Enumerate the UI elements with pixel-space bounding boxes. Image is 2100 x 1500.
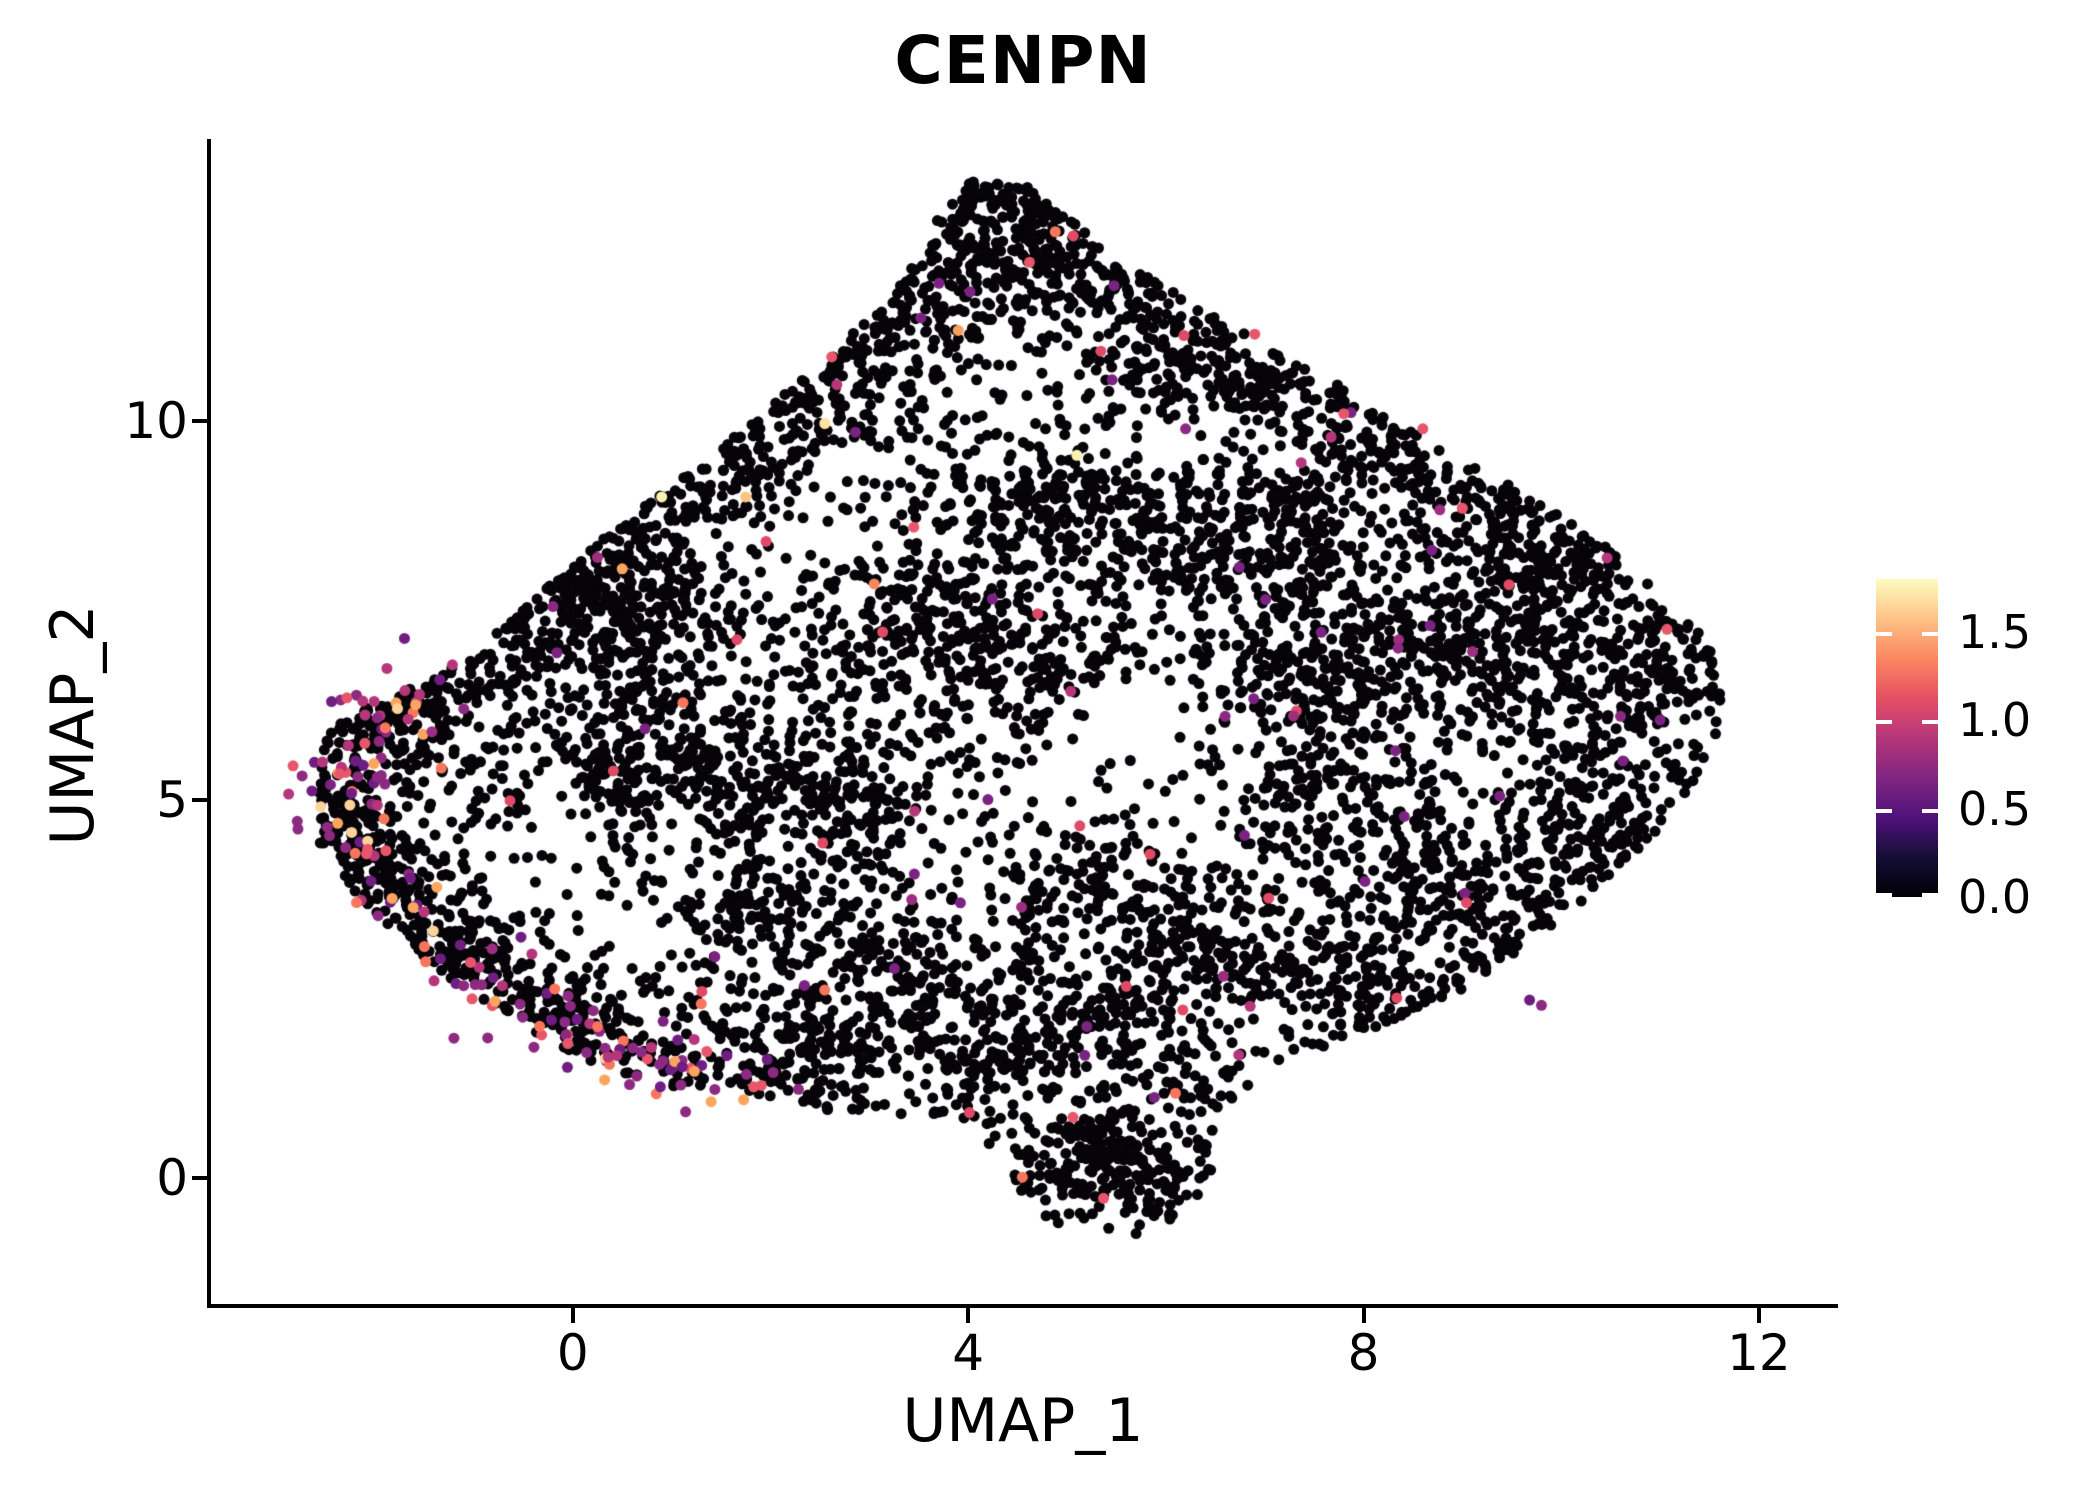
x-tick-mark — [570, 1308, 575, 1323]
colorbar-tick-mark — [1876, 720, 1892, 725]
expression-colorbar — [1876, 579, 1938, 897]
x-axis-label: UMAP_1 — [902, 1386, 1144, 1456]
colorbar-tick-mark — [1922, 632, 1938, 636]
colorbar-tick-mark — [1922, 808, 1938, 813]
y-axis-spine — [207, 139, 211, 1308]
y-tick-label: 5 — [156, 770, 188, 829]
y-tick-mark — [192, 1175, 207, 1180]
x-axis-spine — [207, 1304, 1838, 1308]
colorbar-tick-label: 1.5 — [1958, 605, 2032, 659]
colorbar-tick-label: 0.0 — [1958, 870, 2032, 924]
colorbar-tick-mark — [1922, 720, 1938, 725]
x-tick-label: 8 — [1347, 1324, 1380, 1382]
colorbar-tick-mark — [1922, 893, 1938, 897]
colorbar-tick-label: 1.0 — [1958, 693, 2032, 748]
y-tick-mark — [192, 419, 207, 424]
plot-title: CENPN — [894, 22, 1152, 99]
x-tick-label: 0 — [556, 1324, 589, 1382]
colorbar-tick-mark — [1876, 632, 1892, 636]
y-tick-label: 0 — [156, 1148, 188, 1207]
y-tick-mark — [192, 797, 207, 802]
x-tick-mark — [1756, 1308, 1761, 1323]
x-tick-mark — [966, 1308, 971, 1323]
x-tick-label: 4 — [952, 1324, 985, 1382]
colorbar-tick-mark — [1876, 893, 1892, 897]
y-tick-label: 10 — [124, 392, 188, 451]
x-tick-label: 12 — [1727, 1324, 1791, 1382]
colorbar-tick-mark — [1876, 808, 1892, 813]
x-tick-mark — [1361, 1308, 1366, 1323]
colorbar-tick-label: 0.5 — [1958, 781, 2032, 836]
